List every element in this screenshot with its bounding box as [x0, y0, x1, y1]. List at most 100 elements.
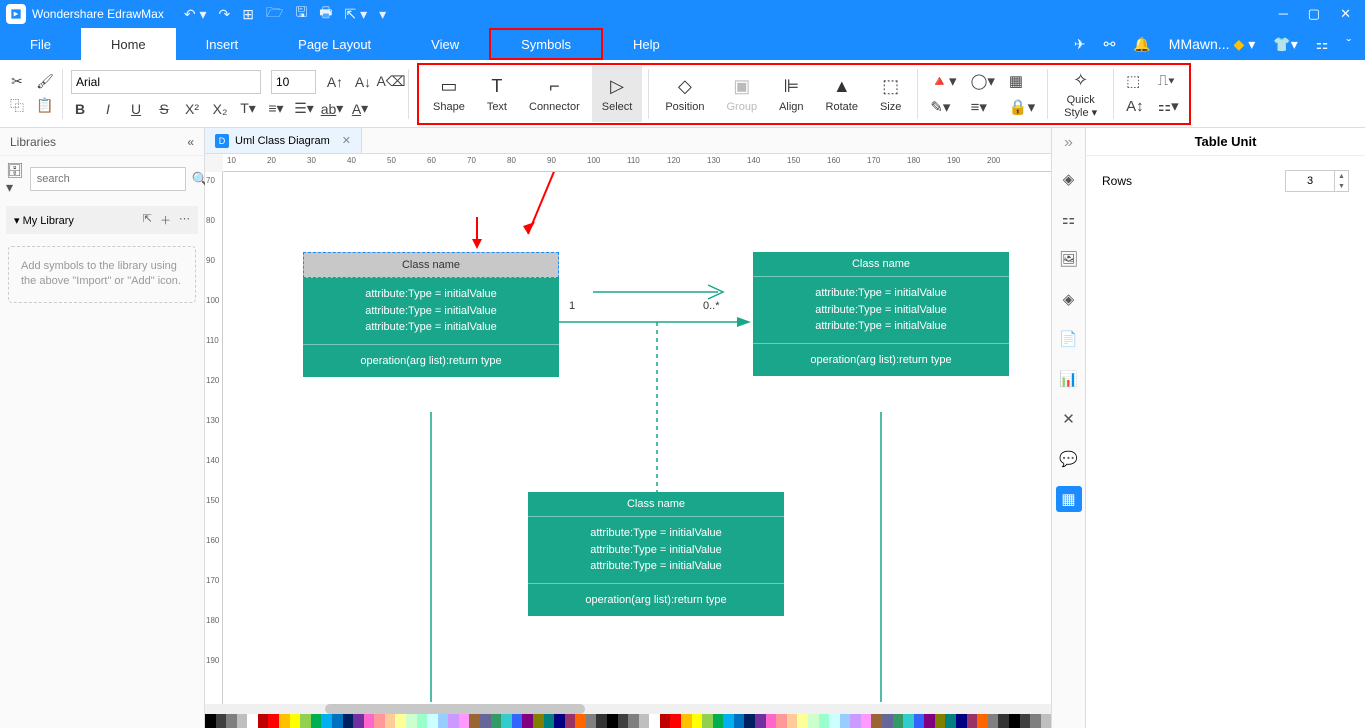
uml-class[interactable]: Class nameattribute:Type = initialValuea… — [303, 252, 559, 377]
color-swatch[interactable] — [797, 714, 808, 728]
color-swatch[interactable] — [226, 714, 237, 728]
color-swatch[interactable] — [861, 714, 872, 728]
color-swatch[interactable] — [480, 714, 491, 728]
minimize-icon[interactable]: ─ — [1279, 6, 1288, 22]
share-icon[interactable]: ⚯ — [1104, 36, 1116, 53]
color-swatch[interactable] — [417, 714, 428, 728]
color-swatch[interactable] — [258, 714, 269, 728]
tab-insert[interactable]: Insert — [176, 28, 269, 60]
color-swatch[interactable] — [501, 714, 512, 728]
import-library-icon[interactable]: ⇱ — [143, 212, 152, 228]
color-swatch[interactable] — [205, 714, 216, 728]
color-swatch[interactable] — [406, 714, 417, 728]
italic-icon[interactable]: I — [99, 100, 117, 118]
tab-file[interactable]: File — [0, 28, 81, 60]
color-swatch[interactable] — [702, 714, 713, 728]
color-swatch[interactable] — [491, 714, 502, 728]
image-icon[interactable]: 🖼 — [1056, 246, 1082, 272]
color-swatch[interactable] — [427, 714, 438, 728]
same-width-icon[interactable]: ⬚ — [1126, 72, 1144, 90]
save-icon[interactable]: 🖫 — [295, 2, 307, 26]
collapse-left-icon[interactable]: « — [187, 135, 194, 149]
color-swatch[interactable] — [469, 714, 480, 728]
color-swatch[interactable] — [374, 714, 385, 728]
color-swatch[interactable] — [988, 714, 999, 728]
color-swatch[interactable] — [956, 714, 967, 728]
distribute-icon[interactable]: ⚏▾ — [1158, 97, 1179, 115]
color-swatch[interactable] — [311, 714, 322, 728]
color-swatch[interactable] — [448, 714, 459, 728]
align-tool[interactable]: ⊫ Align — [769, 66, 813, 122]
color-swatch[interactable] — [533, 714, 544, 728]
close-icon[interactable]: ✕ — [1340, 6, 1351, 22]
color-swatch[interactable] — [935, 714, 946, 728]
color-swatch[interactable] — [554, 714, 565, 728]
color-swatch[interactable] — [512, 714, 523, 728]
layers-icon[interactable]: ◈ — [1056, 286, 1082, 312]
chart-icon[interactable]: 📊 — [1056, 366, 1082, 392]
open-icon[interactable]: 🗁 — [266, 2, 283, 26]
color-swatch[interactable] — [332, 714, 343, 728]
document-tab[interactable]: D Uml Class Diagram ✕ — [205, 128, 362, 153]
color-swatch[interactable] — [216, 714, 227, 728]
bold-icon[interactable]: B — [71, 100, 89, 118]
color-swatch[interactable] — [924, 714, 935, 728]
color-swatch[interactable] — [660, 714, 671, 728]
rotate-tool[interactable]: ▲ Rotate — [816, 66, 868, 122]
new-icon[interactable]: ⊞ — [242, 6, 254, 23]
color-swatch[interactable] — [882, 714, 893, 728]
qat-more-icon[interactable]: ▾ — [379, 6, 386, 23]
rows-stepper[interactable]: ▲▼ — [1335, 170, 1349, 192]
close-tab-icon[interactable]: ✕ — [342, 134, 351, 147]
color-swatch[interactable] — [268, 714, 279, 728]
color-swatch[interactable] — [300, 714, 311, 728]
format-painter-icon[interactable]: 🖌 — [36, 73, 54, 91]
color-swatch[interactable] — [290, 714, 301, 728]
color-swatch[interactable] — [850, 714, 861, 728]
text-direction-icon[interactable]: A↕ — [1126, 98, 1144, 115]
text-tool[interactable]: T Text — [477, 66, 517, 122]
canvas[interactable]: Class nameattribute:Type = initialValuea… — [223, 172, 1051, 704]
print-icon[interactable]: 🖶 — [319, 2, 332, 26]
color-swatch[interactable] — [522, 714, 533, 728]
color-swatch[interactable] — [353, 714, 364, 728]
line-weight-icon[interactable]: ≡▾ — [971, 98, 995, 116]
add-library-icon[interactable]: ＋ — [160, 212, 171, 228]
color-swatch[interactable] — [766, 714, 777, 728]
size-tool[interactable]: ⬚ Size — [870, 66, 911, 122]
paste-icon[interactable]: 📋 — [36, 97, 54, 115]
cut-icon[interactable]: ✂ — [8, 73, 26, 91]
color-swatch[interactable] — [1020, 714, 1031, 728]
crop-icon[interactable]: ⎍▾ — [1158, 72, 1179, 89]
table-icon[interactable]: ▦ — [1056, 486, 1082, 512]
color-swatch[interactable] — [998, 714, 1009, 728]
color-swatch[interactable] — [829, 714, 840, 728]
color-swatch[interactable] — [967, 714, 978, 728]
color-swatch[interactable] — [723, 714, 734, 728]
clear-format-icon[interactable]: A⌫ — [382, 73, 400, 91]
color-swatch[interactable] — [596, 714, 607, 728]
uml-class[interactable]: Class nameattribute:Type = initialValuea… — [753, 252, 1009, 376]
apps-icon[interactable]: ⚏ — [1316, 36, 1329, 53]
color-swatch[interactable] — [395, 714, 406, 728]
subscript-icon[interactable]: X₂ — [211, 100, 229, 118]
color-swatch[interactable] — [734, 714, 745, 728]
tab-help[interactable]: Help — [603, 28, 690, 60]
connector-tool[interactable]: ⌐ Connector — [519, 66, 590, 122]
text-case-icon[interactable]: T▾ — [239, 100, 257, 118]
line-spacing-icon[interactable]: ≡▾ — [267, 100, 285, 118]
increase-font-icon[interactable]: A↑ — [326, 73, 344, 91]
color-swatch[interactable] — [1009, 714, 1020, 728]
color-swatch[interactable] — [755, 714, 766, 728]
lock-icon[interactable]: 🔒▾ — [1009, 98, 1035, 116]
tab-view[interactable]: View — [401, 28, 489, 60]
color-swatch[interactable] — [713, 714, 724, 728]
grid-icon[interactable]: ⚏ — [1056, 206, 1082, 232]
library-icon[interactable]: 🗄▾ — [6, 162, 24, 196]
library-search-input[interactable] — [30, 167, 186, 191]
color-swatch[interactable] — [692, 714, 703, 728]
color-swatch[interactable] — [945, 714, 956, 728]
color-swatch[interactable] — [586, 714, 597, 728]
library-more-icon[interactable]: ⋯ — [179, 212, 190, 228]
line-style-icon[interactable]: ✎▾ — [930, 98, 956, 116]
